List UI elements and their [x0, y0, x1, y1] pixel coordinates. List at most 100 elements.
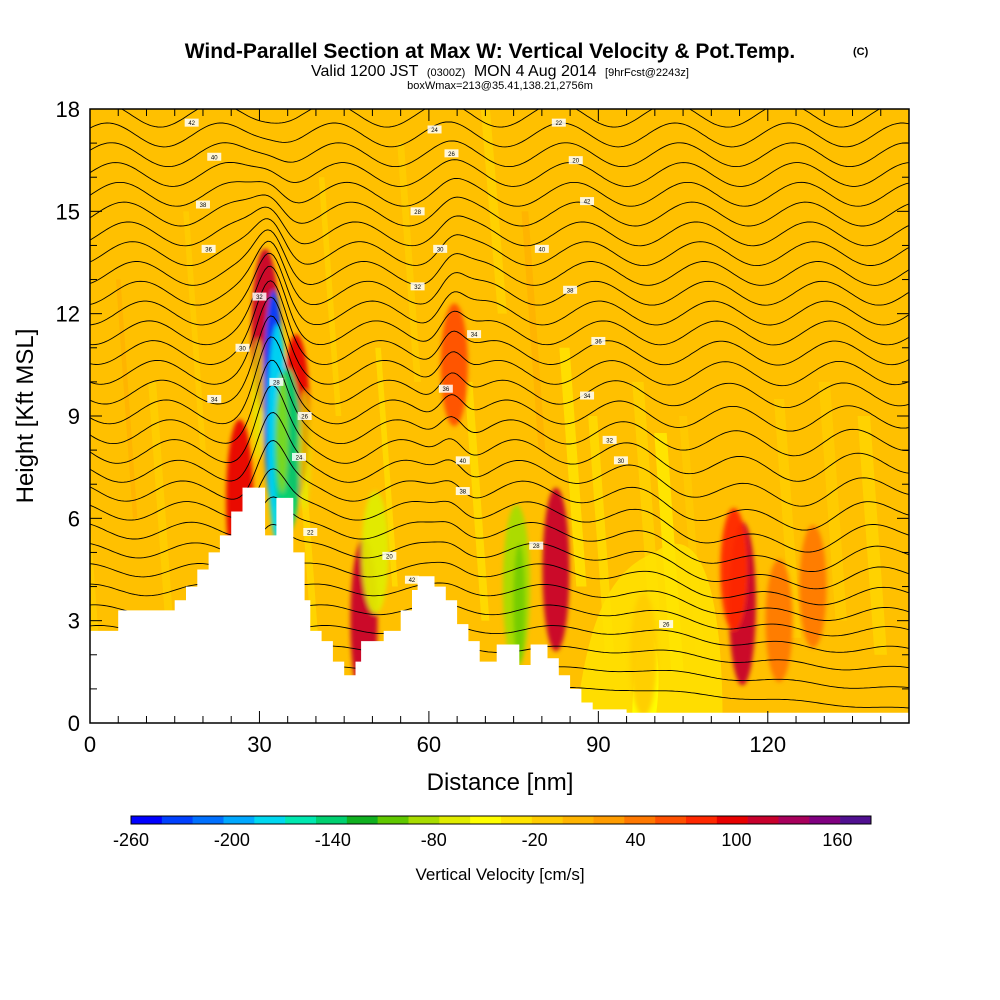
isentrope-label-bg: [563, 285, 578, 294]
isentrope-label-bg: [410, 282, 425, 291]
isentrope-line: [120, 109, 881, 128]
isentrope-label-text: 36: [442, 387, 449, 393]
velocity-fringe: [276, 373, 289, 494]
colorbar-swatch: [254, 816, 286, 824]
y-tick-label: 12: [56, 302, 80, 327]
isentrope-label: 24: [291, 452, 306, 461]
isentrope-label: 26: [444, 149, 459, 158]
isentrope-label-text: 32: [606, 438, 613, 444]
velocity-band: [375, 347, 398, 587]
isentrope-label-bg: [207, 152, 222, 161]
colorbar: [130, 815, 872, 825]
y-axis-title: Height [Kft MSL]: [12, 329, 39, 504]
axis-ticks: [89, 108, 910, 724]
isentrope-line: [90, 121, 909, 148]
x-tick-label: 60: [417, 732, 441, 757]
isentrope-label: 32: [602, 435, 617, 444]
velocity-band: [397, 143, 421, 382]
isentrope-line: [90, 412, 909, 507]
isentrope-label: 40: [455, 456, 470, 465]
isentrope-label: 36: [201, 244, 216, 253]
isentrope-label-text: 36: [205, 247, 212, 253]
colorbar-frame: [130, 815, 872, 825]
isentrope-label: 20: [568, 156, 583, 165]
y-tick-label: 9: [68, 404, 80, 429]
colorbar-title: Vertical Velocity [cm/s]: [415, 865, 584, 884]
velocity-band: [588, 416, 615, 655]
isentrope-label-text: 30: [239, 346, 246, 352]
colorbar-swatch: [593, 816, 625, 824]
velocity-band: [183, 211, 206, 451]
velocity-fringe: [298, 390, 311, 511]
isentrope-label-bg: [591, 336, 606, 345]
isentrope-labels: 42 40 38 36 34 32 30 28 26 24 22 20 42 40 38 36 34 32 30 28…: [184, 118, 674, 629]
x-tick-label: 30: [247, 732, 271, 757]
isentrope-label: 22: [303, 527, 318, 536]
isentrope-label-bg: [580, 391, 595, 400]
isentrope-label-text: 38: [200, 203, 207, 209]
colorbar-label: 100: [721, 830, 751, 850]
chart-title: Wind-Parallel Section at Max W: Vertical…: [185, 40, 796, 63]
colorbar-label: -80: [421, 830, 447, 850]
colorbar-swatch: [439, 816, 471, 824]
isentrope-label: 30: [433, 244, 448, 253]
velocity-band: [774, 398, 802, 638]
isentrope-label-text: 38: [459, 490, 466, 496]
isentrope-label-bg: [297, 412, 312, 420]
updraft-core: [765, 559, 793, 683]
isentrope-label: 38: [563, 285, 578, 294]
isentrope-label: 40: [207, 152, 222, 161]
x-axis-title: Distance [nm]: [427, 769, 574, 796]
terrain-mask: [90, 487, 909, 723]
x-tick-labels: 0 30 60 90 120: [84, 732, 786, 757]
isentrope-label-bg: [291, 452, 306, 461]
isentrope-line: [90, 206, 909, 247]
isentrope-label: 26: [659, 620, 674, 629]
isentrope-label-text: 40: [459, 459, 466, 465]
colorbar-label: -260: [113, 830, 149, 850]
isentrope-label-bg: [235, 343, 250, 352]
isentrope-line: [90, 218, 909, 267]
x-tick-label: 120: [749, 732, 786, 757]
isentrope-label: 26: [297, 412, 312, 421]
isentrope-label-bg: [613, 456, 628, 465]
colorbar-swatch: [686, 816, 718, 824]
isentrope-label: 30: [613, 456, 628, 465]
colorbar-label: 160: [822, 830, 852, 850]
colorbar-swatch: [655, 816, 687, 824]
isentrope-label-bg: [252, 292, 267, 301]
isentrope-label-text: 24: [296, 455, 303, 461]
isentrope-label-text: 28: [273, 380, 280, 386]
isentrope-line: [90, 384, 909, 482]
isentrope-line: [90, 315, 909, 409]
isentrope-label: 28: [269, 377, 284, 386]
isentrope-label: 36: [591, 336, 606, 345]
isentrope-label: 34: [467, 330, 482, 339]
isentrope-label-bg: [467, 330, 482, 339]
isentrope-label-bg: [551, 118, 566, 127]
velocity-band: [559, 347, 587, 587]
isentrope-label: 28: [529, 541, 544, 550]
velocity-band: [857, 416, 887, 655]
isentrope-label-bg: [580, 197, 595, 206]
y-tick-label: 6: [68, 506, 80, 531]
colorbar-swatch: [778, 816, 810, 824]
updraft-core: [440, 303, 468, 427]
isentrope-label-text: 28: [533, 544, 540, 550]
isentrope-label-bg: [382, 551, 397, 560]
isentrope-label-bg: [269, 377, 284, 386]
y-tick-label: 18: [56, 97, 80, 122]
isentrope-label-text: 34: [584, 394, 591, 400]
isentrope-line: [90, 296, 909, 387]
isentrope-label-bg: [433, 244, 448, 253]
velocity-fringe: [513, 543, 526, 664]
isentrope-label-text: 30: [437, 247, 444, 253]
isentrope-label-bg: [184, 118, 199, 127]
isentrope-line: [90, 280, 909, 366]
isentrope-label-bg: [529, 541, 544, 550]
colorbar-swatch: [470, 816, 502, 824]
chart-subtitle-2: boxWmax=213@35.41,138.21,2756m: [407, 80, 593, 92]
isentrope-line: [90, 496, 909, 572]
subtitle-zulu: (0300Z): [427, 67, 466, 79]
